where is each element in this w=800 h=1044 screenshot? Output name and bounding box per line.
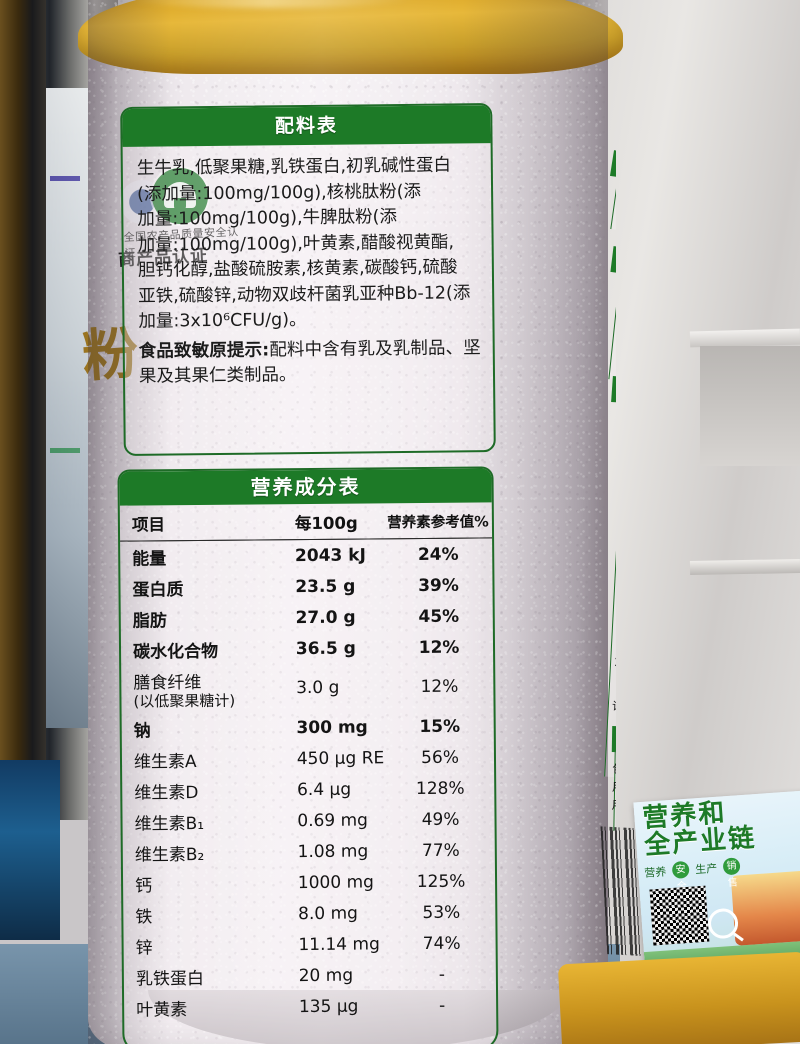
chip-label-0: 营养 <box>643 864 667 880</box>
storage-strip <box>608 265 616 393</box>
nutrition-amount: 11.14 mg <box>298 934 380 955</box>
nutrition-item: 膳食纤维 (以低聚果糖计) <box>121 664 270 714</box>
ingredients-line-6: 亚铁,硫酸锌,动物双歧杆菌乳亚种Bb-12(添 <box>138 283 471 307</box>
nutrition-row: 维生素B₂ 1.08 mg 77% <box>123 835 495 869</box>
leaflet-title-line2: 全产业链 <box>643 823 758 862</box>
nutrition-row: 钠 300 mg 15% <box>122 711 494 745</box>
notice-text: 包装有任何破损请勿食用,奶粉冲调后请尽快饮用。 <box>611 761 616 812</box>
nutrition-item: 脂肪 <box>132 611 167 632</box>
prepare-title: 冲调方法及食用量 <box>611 376 616 411</box>
ingredients-title: 配料表 <box>122 105 491 147</box>
nutrition-item: 钙 <box>135 876 153 897</box>
nutrition-item: 碳水化合物 <box>132 641 219 663</box>
nutrition-item: 叶黄素 <box>136 1000 188 1021</box>
ingredients-line-5: 胆钙化醇,盐酸硫胺素,核黄素,碳酸钙,硫酸 <box>137 257 458 281</box>
nutrition-amount: 6.4 µg <box>296 779 352 800</box>
nutrition-amount: 135 µg <box>298 996 359 1017</box>
nutrition-row: 碳水化合物 36.5 g 12% <box>121 631 493 665</box>
allergen-notice: 食品致敏原提示:配料中含有乳及乳制品、坚果及其果仁类制品。 <box>139 336 482 391</box>
ingredients-line-3: 加量:100mg/100g),牛脾肽粉(添 <box>137 207 398 230</box>
allergen-label: 食品致敏原提示: <box>138 340 270 362</box>
nutrition-facts-panel: 营养成分表 项目 每100g 营养素参考值% 能量 2043 kJ 24% 蛋白质 23… <box>117 466 499 1044</box>
nutrition-row: 铁 8.0 mg 53% <box>123 897 495 931</box>
storage-title: 贮存方法 <box>610 246 616 288</box>
nutrition-row: 锌 11.14 mg 74% <box>123 928 495 962</box>
nutrition-amount: 8.0 mg <box>298 903 359 924</box>
nutrition-amount: 2043 kJ <box>294 544 366 566</box>
nutrition-amount: 300 mg <box>296 717 368 738</box>
ingredients-line-4: 加量:100mg/100g),叶黄素,醋酸视黄酯, <box>137 232 455 256</box>
leaflet-feature-chips: 营养 安全 生产 销售 <box>643 857 741 893</box>
chip-icon-1: 安全 <box>671 860 690 893</box>
nutrition-amount: 3.0 g <box>296 677 340 699</box>
nutrition-row: 膳食纤维 (以低聚果糖计) 3.0 g 12% <box>121 662 493 713</box>
can-side-panels: 适用人群 3周岁以上儿童 贮存方法 本品宜存放在阴凉干燥处,开封后请放入冰箱内保… <box>466 0 616 1044</box>
ingredients-body: 生牛乳,低聚果糖,乳铁蛋白,初乳碱性蛋白 (添加量:100mg/100g),核桃… <box>123 143 494 399</box>
background-bottle-label <box>46 88 88 728</box>
audience-strip <box>610 167 616 247</box>
can-lid <box>78 0 623 74</box>
nutrition-row: 维生素D 6.4 µg 128% <box>122 773 494 807</box>
nutrition-item: 维生素B₂ <box>134 845 205 866</box>
nutrition-item: 铁 <box>135 907 153 928</box>
nutrition-row: 维生素A 450 µg RE 56% <box>122 742 494 776</box>
can-lid-highlight <box>118 0 418 8</box>
nutrition-title: 营养成分表 <box>119 468 492 506</box>
nutrition-amount: 450 µg RE <box>296 748 385 769</box>
nutrition-item: 维生素A <box>133 752 197 773</box>
nutrition-amount: 0.69 mg <box>297 810 369 831</box>
nutrition-item: 蛋白质 <box>132 580 184 601</box>
nutrition-amount: 20 mg <box>298 965 354 986</box>
yellow-tray <box>557 951 800 1044</box>
background-blue-box <box>0 760 60 940</box>
nutrition-col-item: 项目 <box>119 504 269 542</box>
nutrition-amount: 1.08 mg <box>297 841 369 862</box>
nutrition-header-row: 项目 每100g 营养素参考值% <box>119 502 493 542</box>
nutrition-row: 蛋白质 23.5 g 39% <box>120 569 492 603</box>
background-bottle <box>0 0 46 800</box>
nutrition-col-amount: 每100g <box>268 503 385 540</box>
ingredients-panel: 配料表 生牛乳,低聚果糖,乳铁蛋白,初乳碱性蛋白 (添加量:100mg/100g… <box>120 103 496 456</box>
nutrition-item: 乳铁蛋白 <box>135 969 204 990</box>
nutrition-row: 钙 1000 mg 125% <box>123 866 495 900</box>
ingredients-line-7: 加量:3x10⁶CFU/g)。 <box>138 310 307 333</box>
nutrition-item: 维生素D <box>134 783 199 804</box>
ingredients-line-2: (添加量:100mg/100g),核桃肽粉(添 <box>136 181 422 205</box>
nutrition-amount: 27.0 g <box>295 607 356 628</box>
nutrition-row: 能量 2043 kJ 24% <box>120 538 492 573</box>
chip-icon-3: 销售 <box>722 857 741 889</box>
shelf-panel <box>700 346 800 466</box>
nutrition-amount: 1000 mg <box>297 872 374 893</box>
nutrition-row: 维生素B₁ 0.69 mg 49% <box>122 804 494 838</box>
shelf-edge-upper <box>689 328 800 348</box>
certification-badge: 全国农产品质量安全认证 商产品认证 <box>118 168 244 298</box>
nutrition-item-name: 膳食纤维 <box>133 672 202 694</box>
chip-label-2: 生产 <box>694 861 718 876</box>
nutrition-item: 能量 <box>132 549 167 570</box>
green-food-certification-icon <box>152 168 208 224</box>
nutrition-item: 维生素B₁ <box>134 814 205 835</box>
qr-code-icon <box>649 885 710 946</box>
nutrition-item: 钠 <box>133 721 151 742</box>
nutrition-row: 脂肪 27.0 g 45% <box>121 600 493 634</box>
nutrition-amount: 23.5 g <box>295 576 356 597</box>
leaflet-product-photo <box>730 869 800 946</box>
nutrition-amount: 36.5 g <box>295 638 356 659</box>
leaflet-title: 营养和 全产业链 <box>642 798 758 862</box>
nutrition-row: 叶黄素 135 µg - <box>124 990 496 1024</box>
nutrition-item: 锌 <box>135 938 153 959</box>
nutrition-table: 项目 每100g 营养素参考值% 能量 2043 kJ 24% 蛋白质 23.5 g 39… <box>119 502 497 1024</box>
shelf-edge-lower <box>689 559 800 575</box>
nutrition-item-sub: (以低聚果糖计) <box>133 691 236 711</box>
nutrition-table-body: 能量 2043 kJ 24% 蛋白质 23.5 g 39% 脂肪 27.0 g 45% 碳水化合物… <box>120 538 496 1024</box>
nutrition-row: 乳铁蛋白 20 mg - <box>124 959 496 993</box>
ingredients-line-1: 生牛乳,低聚果糖,乳铁蛋白,初乳碱性蛋白 <box>136 155 452 179</box>
